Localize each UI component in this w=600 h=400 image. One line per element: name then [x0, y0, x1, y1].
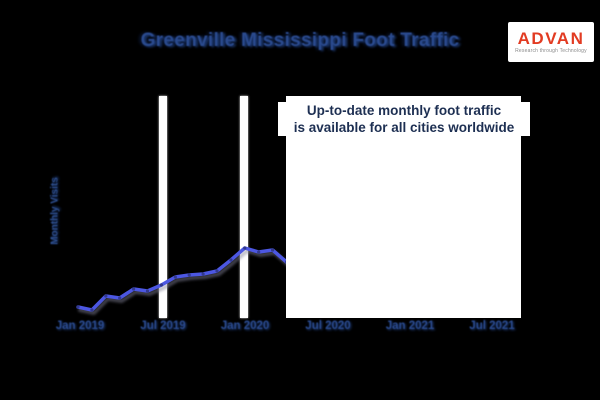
- x-tick-jan-2019: Jan 2019: [55, 320, 105, 332]
- gridline-bar-jan-2020: [240, 96, 248, 318]
- x-tick-jul-2019: Jul 2019: [140, 320, 186, 332]
- annotation-line-2: is available for all cities worldwide: [293, 120, 515, 135]
- page-title: Greenville Mississippi Foot Traffic: [140, 30, 460, 51]
- gridline-bar-jul-2019: [159, 96, 167, 318]
- traffic-line: [76, 246, 289, 312]
- line-shadow: [78, 249, 291, 315]
- x-tick-jul-2020: Jul 2020: [305, 320, 351, 332]
- y-axis-label: Monthly Visits: [49, 177, 61, 245]
- x-tick-jan-2020: Jan 2020: [220, 320, 270, 332]
- x-tick-jul-2021: Jul 2021: [469, 320, 515, 332]
- advan-tagline: Research through Technology: [515, 48, 587, 54]
- annotation-box: Up-to-date monthly foot traffic is avail…: [278, 96, 530, 318]
- annotation-text: Up-to-date monthly foot traffic is avail…: [278, 102, 530, 136]
- annotation-line-1: Up-to-date monthly foot traffic: [306, 103, 502, 118]
- x-tick-jan-2021: Jan 2021: [385, 320, 435, 332]
- advan-logo: ADVAN Research through Technology: [508, 22, 594, 62]
- data-point-markers: [76, 246, 289, 312]
- advan-brand-text: ADVAN: [517, 29, 585, 48]
